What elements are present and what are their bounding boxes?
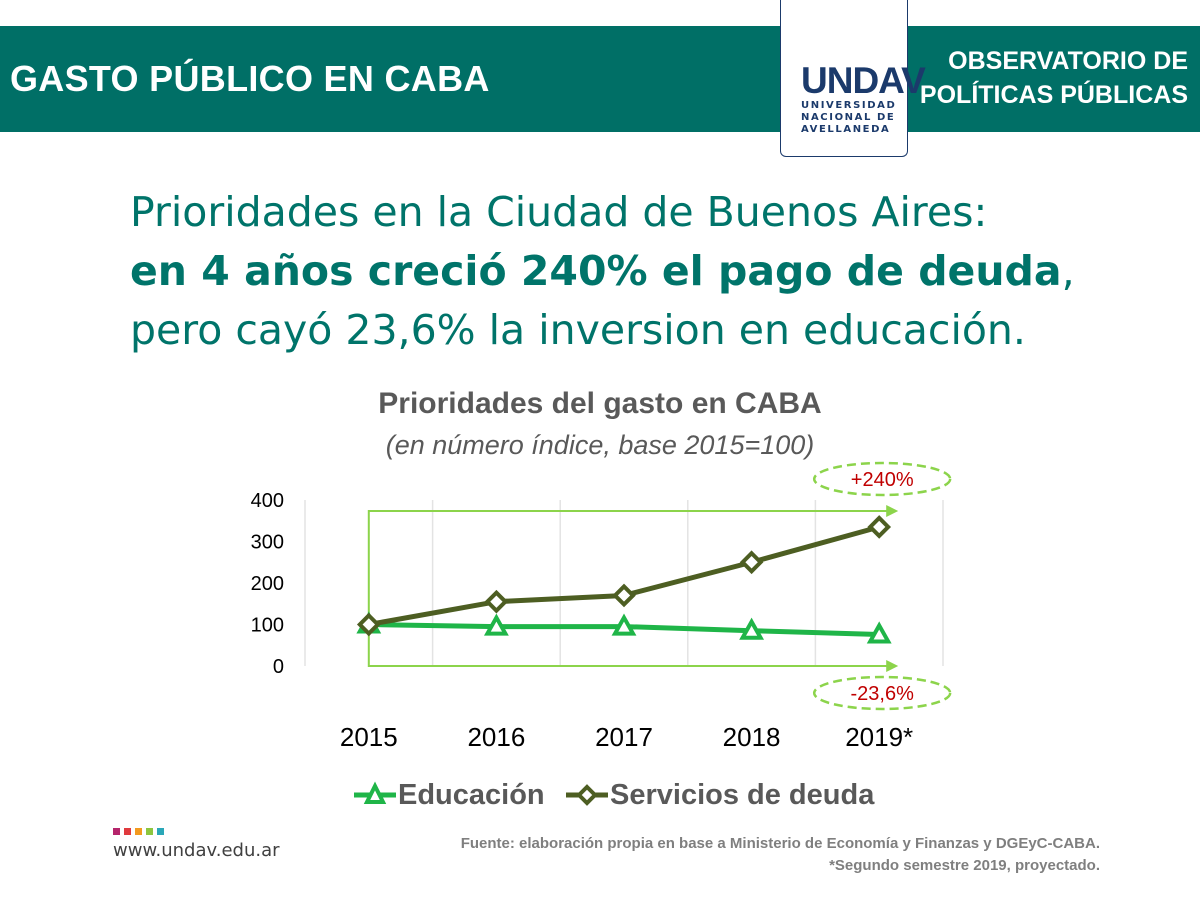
headline-line-2: en 4 años creció 240% el pago de deuda, [130, 242, 1180, 301]
headline-line-3: pero cayó 23,6% la inversion en educació… [130, 306, 1026, 354]
logo-name-line-1: UNIVERSIDAD [801, 100, 897, 111]
website-link[interactable]: www.undav.edu.ar [113, 840, 280, 861]
data-point-servicios-deuda [867, 515, 892, 539]
headline: Prioridades en la Ciudad de Buenos Aires… [130, 183, 1180, 360]
brand-dot [157, 828, 164, 835]
x-tick-label: 2015 [340, 722, 398, 752]
legend-servicios-deuda-marker [566, 784, 608, 806]
logo-name-line-3: AVELLANEDA [801, 124, 891, 135]
data-point-servicios-deuda [739, 550, 764, 575]
source-line-1: Fuente: elaboración propia en base a Min… [460, 835, 1100, 852]
source-note: Fuente: elaboración propia en base a Min… [400, 833, 1100, 877]
undav-logo: UNDAV UNIVERSIDAD NACIONAL DE AVELLANEDA [780, 0, 926, 157]
x-tick-label: 2017 [595, 722, 653, 752]
brand-dot [146, 828, 153, 835]
annotation-label: +240% [851, 469, 914, 491]
organization-name-line-1: OBSERVATORIO DE [948, 47, 1188, 75]
y-tick-label: 400 [251, 490, 284, 512]
data-point-educacion [866, 621, 892, 644]
organization-name-line-2: POLÍTICAS PÚBLICAS [919, 81, 1188, 109]
y-tick-label: 200 [251, 573, 284, 595]
legend-servicios-deuda-label: Servicios de deuda [610, 778, 875, 811]
annotation-ellipse [812, 675, 952, 711]
data-point-servicios-deuda [612, 583, 636, 608]
source-line-2: *Segundo semestre 2019, proyectado. [829, 857, 1100, 874]
data-point-educacion [483, 613, 509, 636]
legend-educacion-label: Educación [398, 778, 545, 811]
page-title: GASTO PÚBLICO EN CABA [10, 58, 490, 99]
annotation-arrow-deuda [367, 510, 890, 625]
data-point-educacion [739, 617, 765, 640]
headline-emphasis: en 4 años creció 240% el pago de deuda [130, 247, 1062, 295]
legend-servicios-deuda: Servicios de deuda [564, 775, 874, 815]
annotation-arrowhead-educacion [886, 660, 899, 672]
annotation-ellipse [812, 461, 952, 497]
brand-dot [124, 828, 131, 835]
x-tick-label: 2016 [467, 722, 525, 752]
y-tick-label: 0 [273, 656, 284, 678]
legend-educacion-marker [354, 781, 396, 804]
brand-dot [113, 828, 120, 835]
chart-title: Prioridades del gasto en CABA [378, 387, 822, 420]
headline-line-1: Prioridades en la Ciudad de Buenos Aires… [130, 188, 988, 236]
legend-educacion: Educación [352, 775, 545, 815]
y-tick-label: 300 [251, 532, 284, 554]
annotation-arrow-educacion [367, 624, 890, 667]
series-line-servicios-deuda [368, 524, 880, 627]
x-tick-label: 2019* [845, 722, 913, 752]
brand-dot [135, 828, 142, 835]
logo-mark: UNDAV [801, 60, 926, 101]
organization-name: OBSERVATORIO DE POLÍTICAS PÚBLICAS [918, 44, 1188, 112]
brand-color-dots [113, 828, 164, 835]
logo-name: UNIVERSIDAD NACIONAL DE AVELLANEDA [801, 100, 897, 136]
chart-subtitle: (en número índice, base 2015=100) [385, 430, 815, 460]
annotation-arrowhead-deuda [886, 505, 899, 517]
data-point-educacion [611, 613, 637, 636]
header-bar [0, 26, 1200, 132]
data-point-servicios-deuda [356, 612, 381, 637]
headline-comma: , [1061, 247, 1075, 295]
x-tick-label: 2018 [723, 722, 781, 752]
data-point-servicios-deuda [484, 589, 509, 614]
logo-name-line-2: NACIONAL DE [801, 112, 896, 123]
annotation-label: -23,6% [851, 683, 915, 705]
y-tick-label: 100 [251, 615, 284, 637]
